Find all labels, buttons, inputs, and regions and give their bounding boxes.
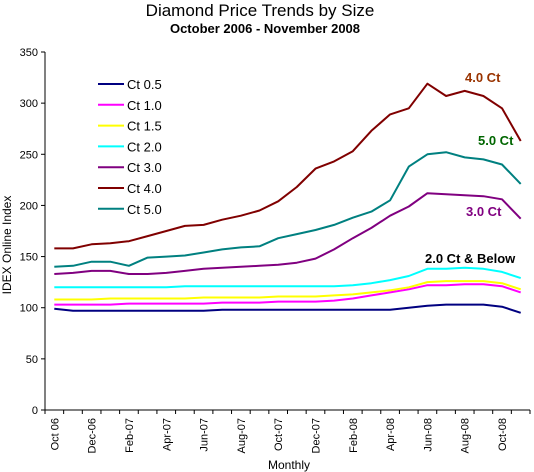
y-tick-label: 350: [20, 47, 38, 59]
legend-label: Ct 1.5: [127, 119, 162, 134]
legend-label: Ct 0.5: [127, 77, 162, 92]
y-axis-title: IDEX Online Index: [0, 196, 14, 295]
x-tick-label: Dec-07: [310, 418, 322, 453]
y-tick-label: 0: [32, 405, 38, 417]
annotation-label: 5.0 Ct: [478, 133, 514, 148]
legend-label: Ct 5.0: [127, 202, 162, 217]
x-tick-label: Feb-08: [348, 418, 360, 453]
series-line: [54, 192, 522, 275]
x-tick-label: Oct-07: [273, 418, 285, 451]
x-tick-label: Aug-08: [460, 418, 472, 453]
series-line: [54, 82, 522, 250]
series-line: [54, 303, 522, 314]
axes: 0 50 100 150 200 250 300 350 Oct 06 Dec-06 Feb-07 A…: [20, 47, 531, 453]
x-tick-label: Oct 06: [49, 418, 61, 450]
series-lines: [54, 82, 522, 314]
x-tick-label: Apr-08: [385, 418, 397, 451]
annotations: 4.0 Ct 5.0 Ct 3.0 Ct 2.0 Ct & Below: [425, 70, 516, 266]
y-tick-label: 250: [20, 149, 38, 161]
series-line: [54, 151, 522, 268]
x-tick-label: Jun-08: [422, 418, 434, 452]
x-tick-label: Oct-08: [497, 418, 509, 451]
series-line: [54, 266, 522, 289]
legend: Ct 0.5 Ct 1.0 Ct 1.5 Ct 2.0 Ct 3.0 Ct 4.0 Ct 5…: [98, 77, 162, 217]
x-tick-label: Feb-07: [124, 418, 136, 453]
x-tick-label: Dec-06: [87, 418, 99, 453]
annotation-label: 2.0 Ct & Below: [425, 251, 516, 266]
x-tick-label: Apr-07: [161, 418, 173, 451]
y-tick-label: 200: [20, 200, 38, 212]
y-tick-label: 50: [26, 354, 38, 366]
x-tick-label: Jun-07: [199, 418, 211, 452]
y-tick-label: 150: [20, 252, 38, 264]
legend-label: Ct 1.0: [127, 98, 162, 113]
annotation-label: 4.0 Ct: [465, 70, 501, 85]
chart-title: Diamond Price Trends by Size: [146, 1, 375, 20]
annotation-label: 3.0 Ct: [466, 204, 502, 219]
series-line: [54, 283, 522, 306]
legend-label: Ct 2.0: [127, 139, 162, 154]
x-tick-label: Aug-07: [236, 418, 248, 453]
series-line: [54, 280, 522, 301]
legend-label: Ct 4.0: [127, 181, 162, 196]
x-axis-title: Monthly: [268, 458, 310, 472]
legend-label: Ct 3.0: [127, 160, 162, 175]
chart-subtitle: October 2006 - November 2008: [170, 21, 360, 36]
y-tick-label: 300: [20, 98, 38, 110]
y-tick-label: 100: [20, 303, 38, 315]
